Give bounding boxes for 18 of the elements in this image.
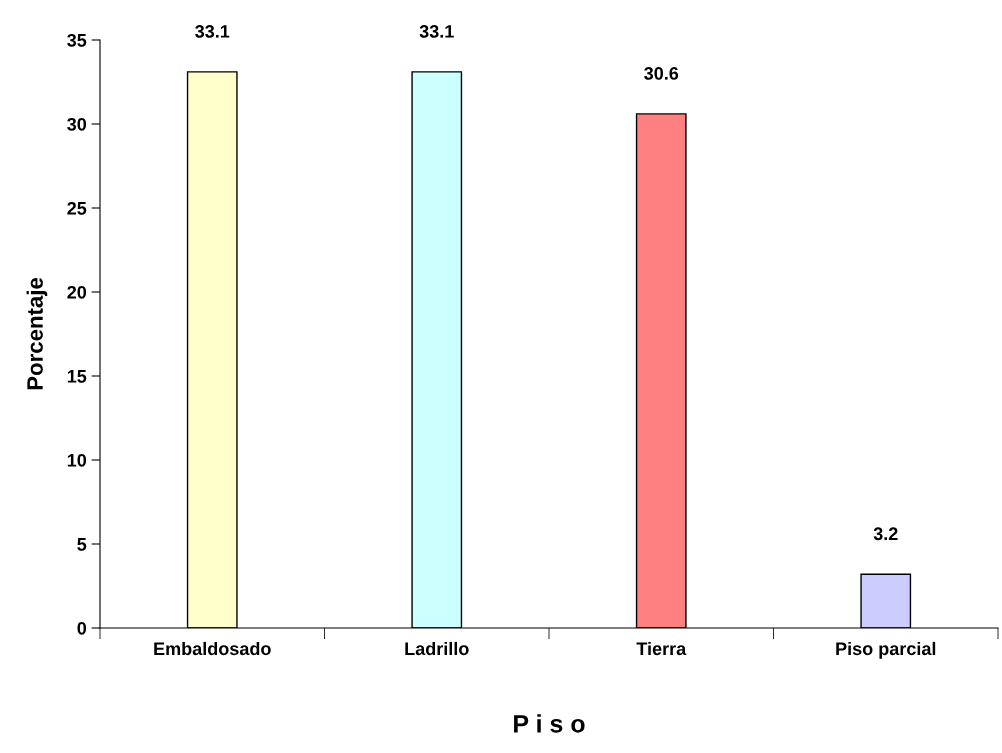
y-tick-label: 25 — [67, 201, 87, 215]
y-tick-label: 5 — [77, 538, 87, 551]
y-tick-label: 20 — [67, 285, 87, 299]
data-label: 3.2 — [873, 527, 898, 541]
y-tick-label: 15 — [67, 370, 87, 383]
y-tick-label: 30 — [67, 117, 87, 131]
x-tick-label: Piso parcial — [836, 641, 936, 659]
y-tick-label: 0 — [77, 621, 87, 635]
x-tick-label: Ladrillo — [405, 641, 469, 656]
x-tick-label: Embaldosado — [154, 641, 271, 656]
y-tick-label: 10 — [67, 453, 87, 467]
x-tick-label: Tierra — [636, 641, 687, 656]
y-tick-label: 35 — [67, 33, 87, 47]
data-label: 33.1 — [419, 25, 454, 38]
data-label: 33.1 — [195, 25, 230, 38]
x-axis-title: P i s o — [514, 714, 585, 733]
data-label: 30.6 — [644, 67, 679, 80]
y-axis-title: Porcentaje — [26, 277, 48, 390]
